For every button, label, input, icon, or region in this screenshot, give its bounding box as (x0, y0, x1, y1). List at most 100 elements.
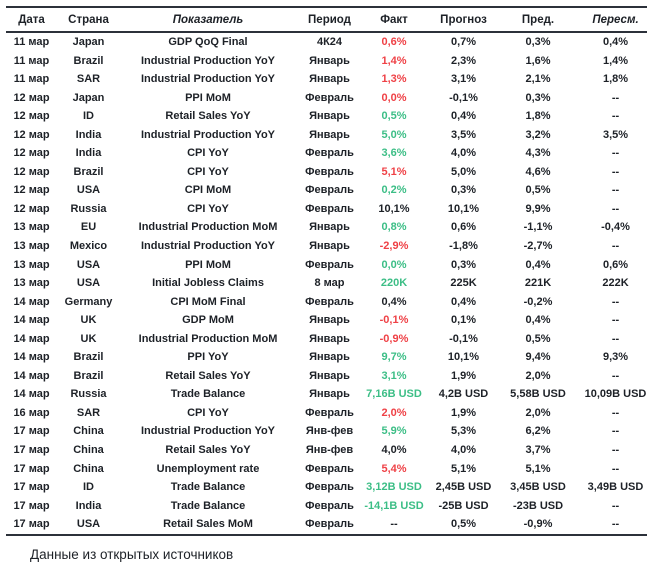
table-row: 12 мар India Industrial Production YoY Янва… (6, 126, 647, 145)
cell-country: Brazil (73, 369, 104, 382)
cell-forecast: -0,1% (449, 332, 478, 345)
cell-forecast: -1,8% (449, 240, 478, 253)
cell-indicator: CPI YoY (187, 147, 229, 160)
cell-indicator: Industrial Production MoM (138, 332, 278, 345)
cell-indicator: CPI YoY (187, 406, 229, 419)
cell-forecast: 5,1% (450, 462, 477, 475)
cell-previous: 6,2% (525, 425, 551, 438)
cell-fact: 1,3% (381, 73, 407, 86)
cell-revised: -- (611, 332, 620, 345)
cell-indicator: GDP QoQ Final (168, 36, 248, 48)
cell-country: UK (80, 332, 97, 345)
cell-indicator: CPI YoY (187, 202, 229, 215)
cell-revised: -- (611, 184, 620, 197)
cell-date: 11 мар (13, 73, 50, 86)
cell-fact: 0,0% (381, 91, 407, 104)
cell-country: Brazil (73, 351, 104, 364)
cell-fact: 3,1% (381, 369, 407, 382)
cell-revised: -- (611, 518, 620, 531)
cell-indicator: Unemployment rate (156, 462, 260, 475)
cell-fact: -2,9% (379, 240, 409, 253)
cell-date: 12 мар (13, 128, 50, 141)
column-header-forecast: Прогноз (440, 13, 487, 26)
column-header-previous: Пред. (521, 13, 555, 26)
cell-fact: 10,1% (378, 202, 410, 215)
cell-forecast: 2,3% (450, 54, 477, 67)
cell-previous: 2,0% (525, 369, 551, 382)
cell-country: ID (83, 110, 94, 123)
cell-revised: 0,4% (602, 36, 629, 48)
cell-fact: 3,6% (381, 147, 407, 160)
cell-date: 11 мар (13, 36, 50, 48)
cell-previous: 0,4% (525, 314, 551, 327)
cell-revised: -- (611, 202, 620, 215)
table-row: 12 мар Russia CPI YoY Февраль 10,1% 10,1% 9,9%… (6, 200, 647, 219)
cell-date: 12 мар (13, 110, 50, 123)
cell-country: USA (76, 518, 101, 531)
cell-country: UK (80, 314, 97, 327)
cell-forecast: 0,4% (450, 110, 477, 123)
cell-period: Февраль (305, 518, 354, 531)
cell-country: India (75, 128, 102, 141)
cell-fact: 0,2% (381, 184, 407, 197)
table-row: 17 мар China Unemployment rate Февраль 5,4% 5… (6, 460, 647, 479)
cell-indicator: CPI MoM Final (170, 295, 246, 308)
cell-date: 17 мар (13, 481, 50, 494)
cell-country: ID (83, 481, 94, 494)
cell-date: 13 мар (13, 240, 50, 253)
cell-revised: -- (611, 165, 620, 178)
source-note: Данные из открытых источников (30, 546, 234, 562)
table-row: 14 мар UK GDP MoM Январь -0,1% 0,1% 0,4% -- (6, 311, 647, 330)
cell-period: Январь (309, 351, 350, 364)
table-row: 17 мар India Trade Balance Февраль -14,1B US… (6, 497, 647, 516)
cell-previous: 9,4% (525, 351, 551, 364)
cell-indicator: PPI MoM (185, 91, 231, 104)
econ-calendar-table: Дата Страна Показатель Период Факт Прогноз Пре… (6, 6, 647, 536)
cell-country: China (73, 462, 104, 475)
cell-indicator: Trade Balance (170, 388, 246, 401)
table-row: 14 мар Russia Trade Balance Январь 7,16B USD… (6, 385, 647, 404)
cell-period: Янв-фев (305, 444, 354, 457)
cell-previous: -1,1% (523, 221, 553, 234)
cell-previous: 0,4% (525, 258, 551, 271)
cell-country: India (75, 499, 102, 512)
table-row: 17 мар ID Trade Balance Февраль 3,12B USD 2,4… (6, 478, 647, 497)
cell-period: Февраль (305, 481, 354, 494)
cell-revised: 9,3% (602, 351, 629, 364)
cell-date: 13 мар (13, 221, 50, 234)
cell-forecast: 3,1% (450, 73, 477, 86)
cell-fact: 0,0% (381, 258, 407, 271)
cell-forecast: 0,3% (450, 184, 477, 197)
cell-forecast: 225K (450, 277, 477, 290)
cell-indicator: Trade Balance (170, 481, 246, 494)
cell-revised: 1,4% (602, 54, 629, 67)
cell-fact: 1,4% (381, 54, 407, 67)
cell-fact: 220K (380, 277, 408, 290)
cell-previous: 4,6% (525, 165, 551, 178)
cell-forecast: 0,7% (450, 36, 477, 48)
cell-date: 14 мар (13, 369, 50, 382)
cell-country: Mexico (69, 240, 108, 253)
table-row: 12 мар Brazil CPI YoY Февраль 5,1% 5,0% 4,6% -- (6, 163, 647, 182)
cell-indicator: Initial Jobless Claims (152, 277, 264, 290)
cell-indicator: Industrial Production YoY (140, 240, 276, 253)
cell-country: USA (76, 184, 101, 197)
cell-fact: 5,9% (381, 425, 407, 438)
cell-indicator: Industrial Production YoY (140, 73, 276, 86)
table-row: 11 мар Brazil Industrial Production YoY Янв… (6, 52, 647, 71)
cell-period: Январь (309, 54, 350, 67)
cell-period: Январь (309, 73, 350, 86)
column-header-fact: Факт (380, 13, 408, 26)
cell-revised: -- (611, 314, 620, 327)
cell-fact: 5,0% (381, 128, 407, 141)
cell-forecast: 5,3% (450, 425, 477, 438)
cell-previous: 0,5% (525, 184, 551, 197)
cell-fact: -0,9% (379, 332, 409, 345)
cell-country: Russia (70, 202, 107, 215)
cell-fact: -14,1B USD (364, 499, 424, 512)
cell-date: 12 мар (13, 165, 50, 178)
cell-previous: -2,7% (523, 240, 553, 253)
cell-revised: -- (611, 406, 620, 419)
cell-revised: 0,6% (602, 258, 629, 271)
cell-previous: 3,2% (525, 128, 551, 141)
